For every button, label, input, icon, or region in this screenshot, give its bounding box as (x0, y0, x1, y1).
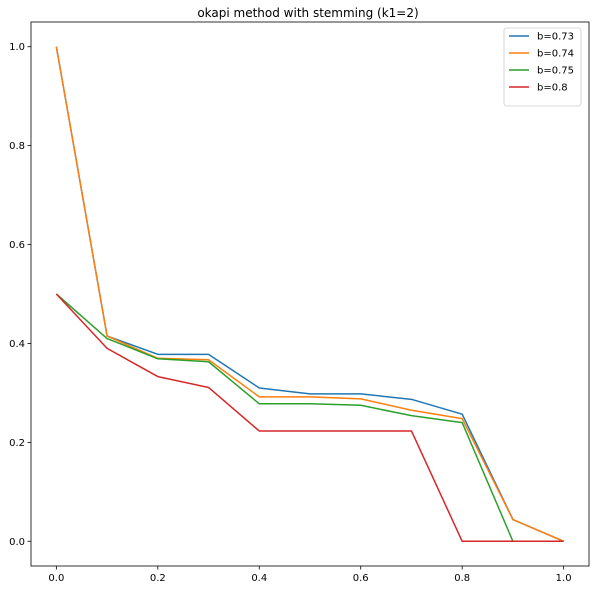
y-tick-label: 1.0 (9, 42, 25, 53)
legend-label: b=0.75 (537, 66, 574, 77)
plot-frame (30, 21, 590, 567)
x-tick-label: 0.6 (353, 573, 369, 584)
legend-label: b=0.73 (537, 32, 574, 43)
y-tick-label: 0.6 (9, 240, 25, 251)
y-tick-label: 0.2 (9, 438, 25, 449)
x-tick-label: 0.4 (251, 573, 267, 584)
x-tick-label: 0.0 (48, 573, 64, 584)
chart-title: okapi method with stemming (k1=2) (197, 6, 418, 20)
y-tick-label: 0.8 (9, 141, 25, 152)
x-tick-label: 0.8 (454, 573, 470, 584)
series-line-2 (55, 46, 564, 542)
y-tick-label: 0.4 (9, 339, 25, 350)
series-line-1 (55, 46, 564, 542)
series-layer (55, 46, 564, 543)
legend-label: b=0.8 (537, 83, 568, 94)
x-tick-label: 1.0 (556, 573, 572, 584)
series-line-4 (55, 293, 564, 543)
legend: b=0.73 b=0.74 b=0.75 b=0.8 (503, 27, 582, 107)
y-tick-label: 0.0 (9, 537, 25, 548)
axis-layer: 0.0 0.2 0.4 0.6 0.8 1.0 0.0 0.2 0.4 0.6 0.8 1.0 (9, 21, 590, 584)
x-tick-label: 0.2 (150, 573, 166, 584)
legend-label: b=0.74 (537, 49, 574, 60)
series-line-3 (55, 293, 564, 543)
